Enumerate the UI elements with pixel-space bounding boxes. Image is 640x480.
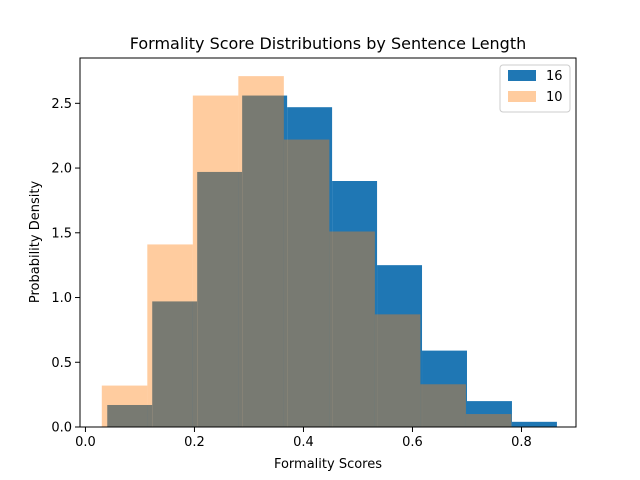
bar-series-10-bin-5 [329,231,375,427]
y-tick-label: 0.5 [51,356,72,371]
bar-series-10-bin-8 [465,414,512,427]
bar-series-10-bin-7 [420,384,466,427]
bar-series-10-bin-4 [283,139,330,427]
bar-series-16-bin-0 [107,404,153,427]
bar-series-16-bin-4 [287,107,333,427]
bars-layer [101,76,557,428]
x-tick-label: 0.0 [75,435,96,450]
bar-series-16-bin-9 [511,421,557,427]
y-tick-label: 1.5 [51,226,72,241]
x-axis-label: Formality Scores [274,457,382,472]
x-tick-label: 0.8 [511,435,532,450]
y-axis-label: Probability Density [28,181,43,304]
y-tick-label: 0.0 [51,421,72,436]
bar-series-10-bin-2 [192,95,239,428]
x-axis: 0.0 0.2 0.4 0.6 0.8 [75,427,532,450]
y-tick-label: 2.0 [51,162,72,177]
bar-series-16-bin-6 [377,265,423,427]
y-axis: 0.0 0.5 1.0 1.5 2.0 2.5 [51,97,80,436]
bar-series-10-bin-6 [374,314,421,427]
legend-swatch-16 [508,70,536,81]
bar-series-16-bin-3 [242,95,288,428]
bar-series-10-bin-3 [238,76,284,427]
x-tick-label: 0.2 [184,435,205,450]
bar-series-16-bin-7 [422,350,467,427]
bar-series-10-bin-0 [101,385,148,427]
y-tick-label: 2.5 [51,97,72,112]
bar-series-16-bin-2 [197,171,243,427]
bar-series-16-bin-1 [152,301,198,427]
x-tick-label: 0.6 [402,435,423,450]
legend-label-16: 16 [546,69,563,84]
axes-frame [79,57,577,428]
bar-series-10-bin-1 [147,244,193,427]
legend-label-10: 10 [546,90,563,105]
bar-series-16-bin-5 [332,181,378,427]
x-tick-label: 0.4 [293,435,314,450]
legend-swatch-10 [508,91,536,102]
legend: 16 10 [499,64,571,113]
y-tick-label: 1.0 [51,291,72,306]
bar-series-16-bin-8 [466,401,512,427]
chart-title: Formality Score Distributions by Sentenc… [130,34,527,53]
